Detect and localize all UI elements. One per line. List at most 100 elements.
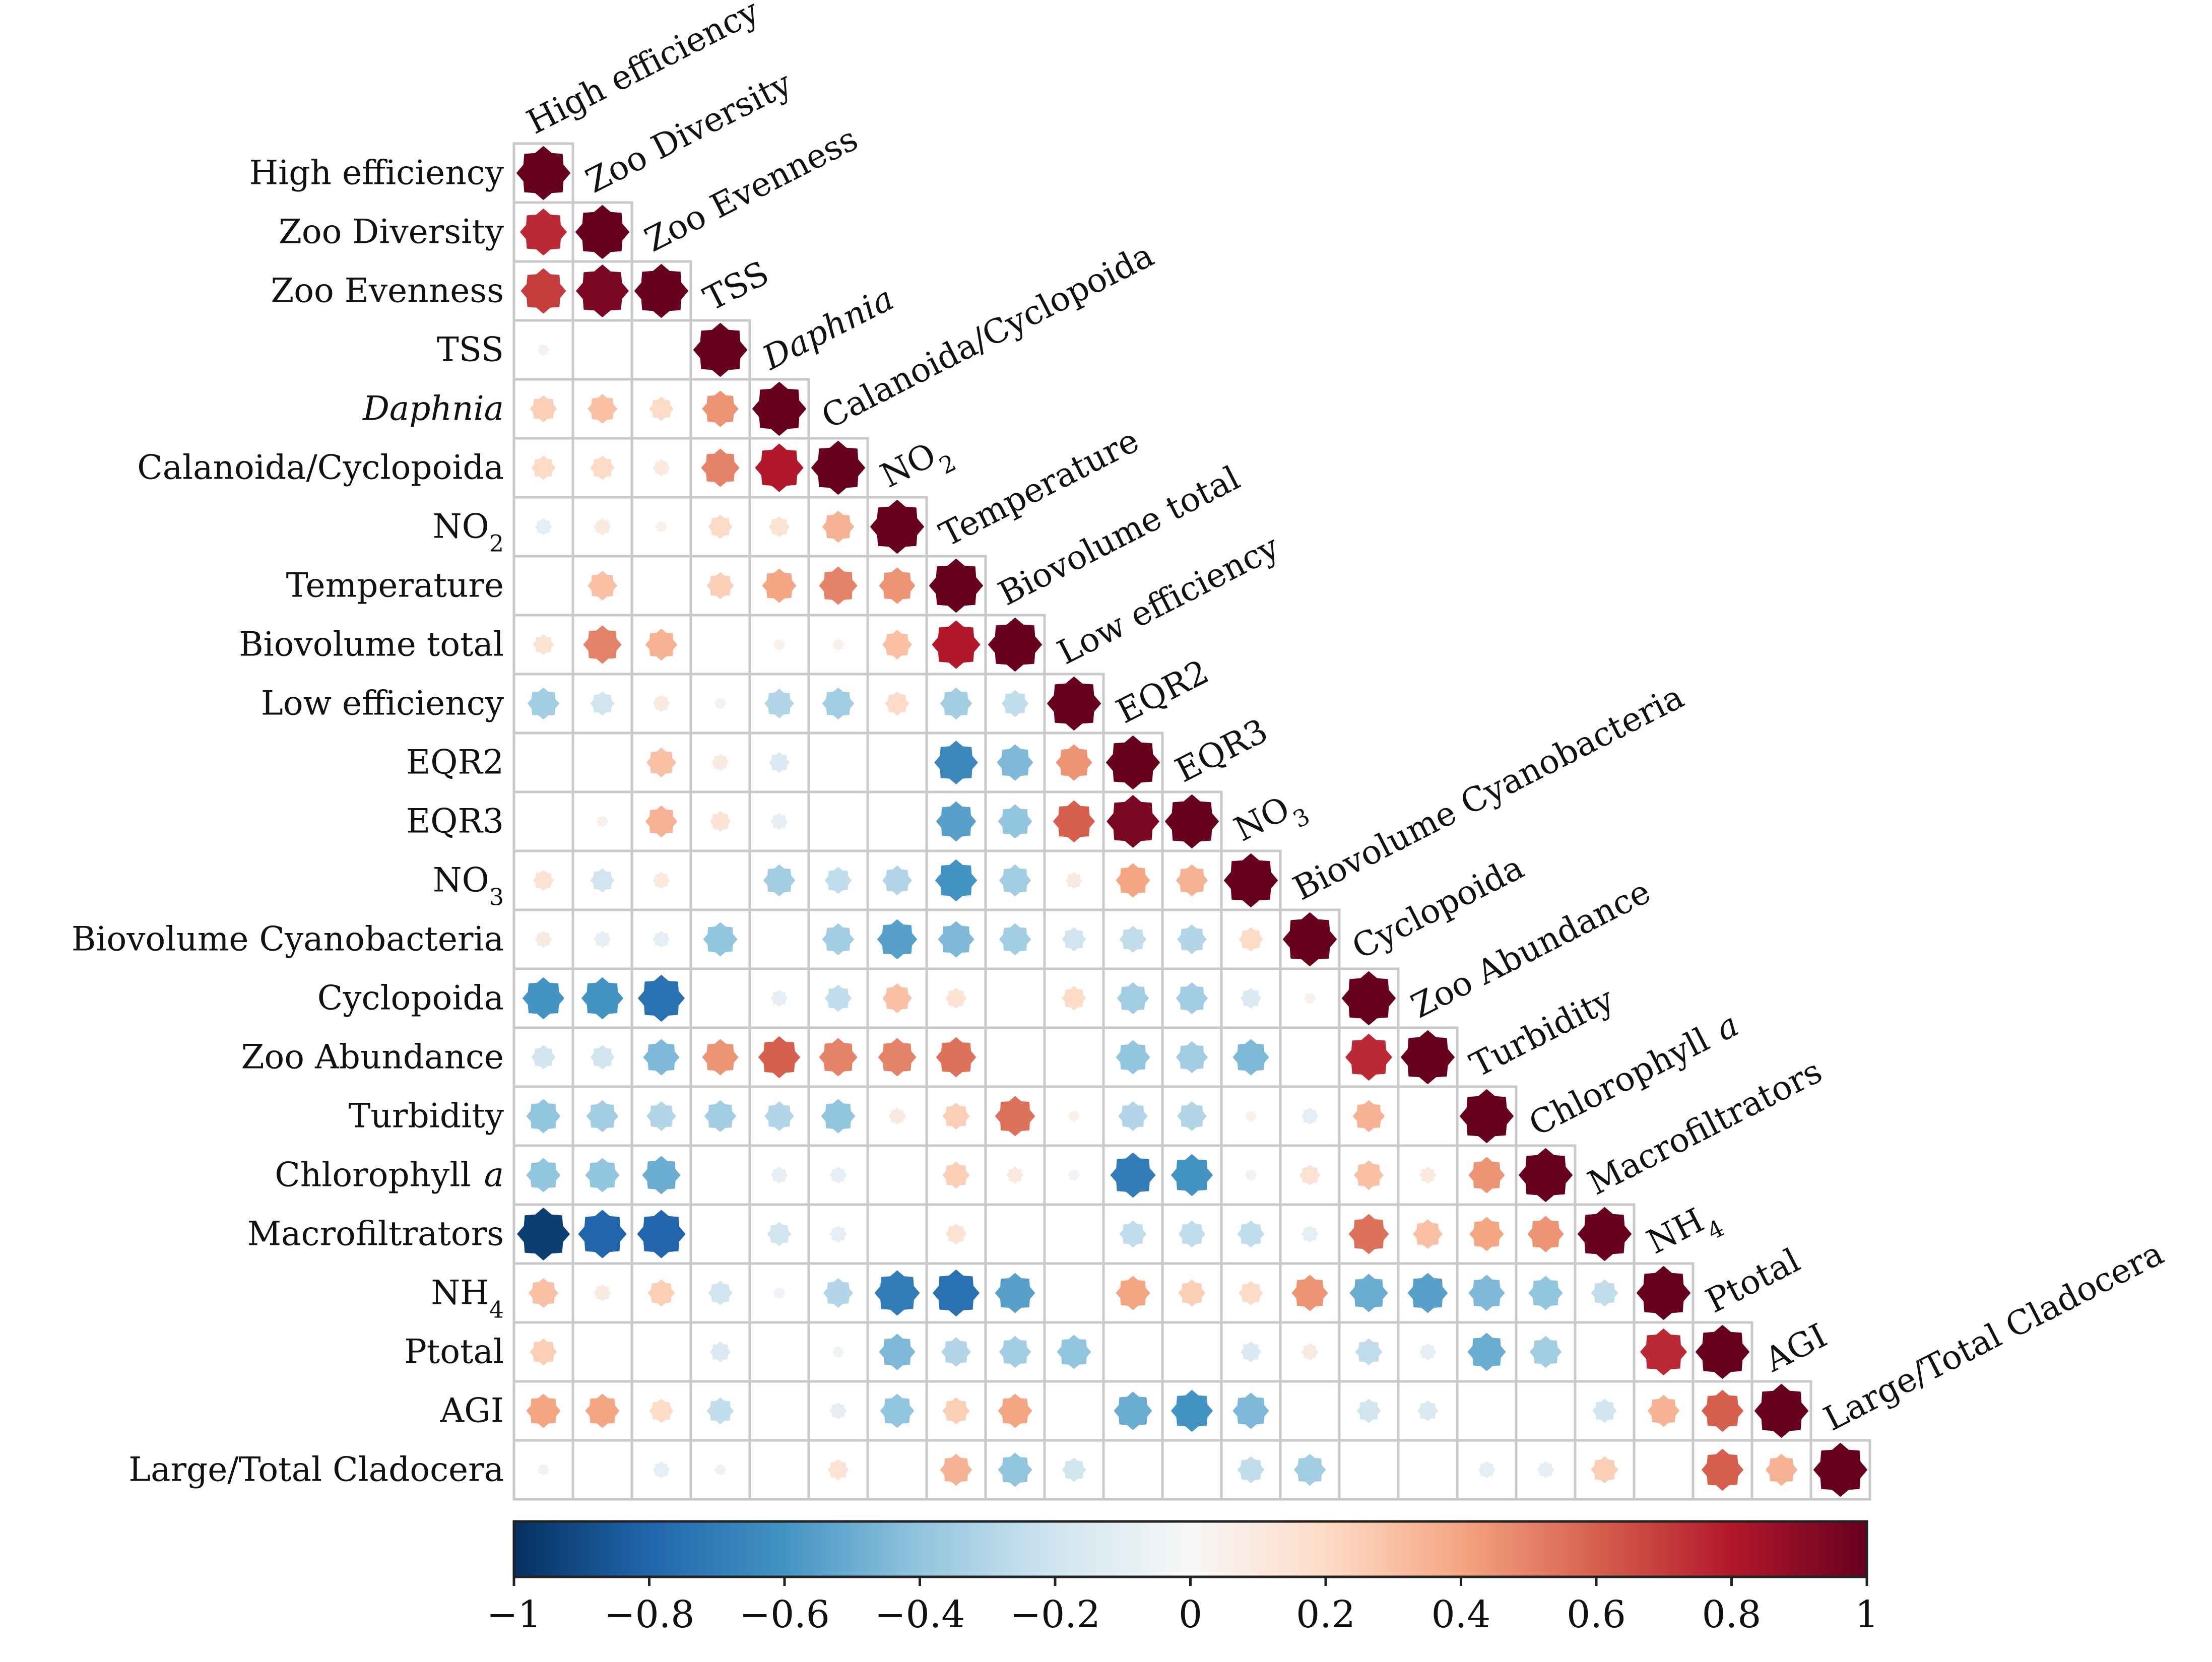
cell-box [630, 496, 692, 558]
cell-20-16 [1456, 1321, 1518, 1383]
cell-14-12 [1220, 967, 1282, 1029]
cell-14-1 [571, 967, 633, 1029]
colorbar-tick-label: 0.2 [1296, 1593, 1355, 1636]
correlation-mark [1354, 1160, 1384, 1190]
correlation-mark [1053, 800, 1095, 843]
correlation-mark [822, 923, 855, 956]
cell-12-2 [630, 849, 692, 911]
cell-16-13 [1279, 1085, 1341, 1147]
col-label-text: EQR3 [1169, 711, 1274, 790]
cell-0-0 [512, 142, 574, 204]
correlation-mark [935, 859, 978, 902]
correlation-mark [708, 514, 733, 539]
cell-17-8 [984, 1144, 1046, 1206]
cell-17-7 [925, 1144, 987, 1206]
cell-14-3 [689, 967, 751, 1029]
correlation-mark [752, 381, 807, 436]
cell-box [630, 1321, 692, 1383]
col-label-text: Daphnia [756, 279, 899, 378]
cell-9-6 [866, 673, 928, 735]
correlation-mark [773, 638, 786, 651]
cell-20-15 [1397, 1321, 1459, 1383]
cell-8-3 [689, 614, 751, 676]
correlation-mark [1057, 1335, 1091, 1369]
correlation-mark [1419, 1343, 1437, 1361]
cell-4-2 [630, 378, 692, 440]
correlation-mark [588, 571, 617, 601]
correlation-mark [767, 1222, 792, 1246]
correlation-mark [590, 868, 615, 893]
correlation-mark [1056, 744, 1092, 781]
cell-21-14 [1338, 1380, 1400, 1442]
correlation-mark [655, 520, 668, 533]
cell-20-1 [571, 1321, 633, 1383]
cell-20-20 [1691, 1321, 1753, 1383]
cell-21-11 [1161, 1380, 1223, 1442]
correlation-mark [822, 510, 855, 543]
cell-14-14 [1338, 967, 1400, 1029]
correlation-mark [590, 1045, 615, 1070]
cell-22-7 [925, 1439, 987, 1501]
cell-17-12 [1220, 1144, 1282, 1206]
correlation-mark [531, 455, 556, 480]
correlation-mark [1348, 1214, 1389, 1254]
cell-box [689, 967, 751, 1029]
cell-15-15 [1397, 1026, 1459, 1088]
correlation-mark [770, 1166, 788, 1184]
cell-22-21 [1750, 1439, 1812, 1501]
correlation-mark [942, 1161, 970, 1189]
correlation-mark [594, 930, 611, 948]
row-label-biovolume-cyanobacteria: Biovolume Cyanobacteria [72, 920, 504, 959]
col-label-text: NH [1641, 1201, 1710, 1261]
correlation-mark [709, 1341, 731, 1363]
correlation-mark [1239, 927, 1263, 952]
correlation-mark [999, 864, 1031, 897]
cell-22-14 [1338, 1439, 1400, 1501]
correlation-mark [829, 1225, 847, 1243]
correlation-mark [575, 205, 630, 259]
cell-11-0 [512, 790, 574, 852]
correlation-mark [755, 443, 804, 492]
cell-21-15 [1397, 1380, 1459, 1442]
correlation-mark [535, 518, 552, 536]
cell-19-10 [1102, 1262, 1164, 1324]
col-label-large-total-cladocera: Large/Total Cladocera [1817, 1234, 2170, 1439]
row-label-text: Zoo Evenness [271, 272, 504, 310]
cell-12-1 [571, 849, 633, 911]
cell-5-5 [807, 437, 869, 499]
cell-box [512, 790, 574, 852]
correlation-mark [637, 1210, 686, 1258]
cell-19-7 [925, 1262, 987, 1324]
cell-21-6 [866, 1380, 928, 1442]
cell-18-12 [1220, 1203, 1282, 1265]
cell-box [748, 1439, 810, 1501]
correlation-mark [1062, 927, 1086, 952]
correlation-mark [1591, 1279, 1618, 1307]
correlation-mark [1176, 982, 1208, 1015]
row-label-text: Zoo Abundance [241, 1038, 504, 1077]
cell-10-8 [984, 732, 1046, 793]
row-label-text: Macrofiltrators [247, 1215, 504, 1253]
correlation-mark [945, 1223, 967, 1245]
cell-20-19 [1633, 1321, 1695, 1383]
col-label-text: EQR2 [1110, 652, 1215, 732]
row-label-text: AGI [440, 1391, 504, 1430]
correlation-mark [940, 1453, 972, 1486]
cell-20-13 [1279, 1321, 1341, 1383]
cell-box [512, 437, 574, 499]
correlation-mark [879, 1334, 916, 1370]
cell-22-13 [1279, 1439, 1341, 1501]
cell-box [807, 732, 869, 793]
cell-9-2 [630, 673, 692, 735]
row-label-daphnia: Daphnia [362, 389, 504, 428]
cell-box [1633, 1439, 1695, 1501]
correlation-mark [870, 499, 925, 554]
correlation-mark [1345, 1033, 1393, 1081]
correlation-mark [1469, 1217, 1504, 1251]
row-label-large-total-cladocera: Large/Total Cladocera [128, 1450, 504, 1489]
cell-20-9 [1043, 1321, 1105, 1383]
cell-12-5 [807, 849, 869, 911]
cell-box [689, 1203, 751, 1265]
correlation-mark [1062, 986, 1086, 1011]
correlation-mark [702, 1039, 739, 1076]
